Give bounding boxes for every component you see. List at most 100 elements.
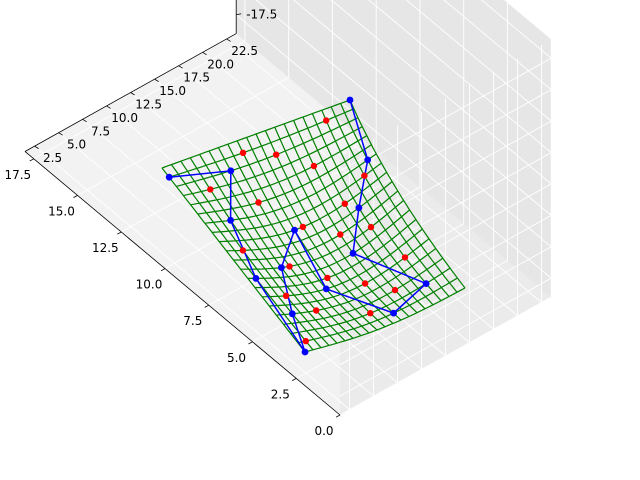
y-tick-mark [34, 145, 39, 149]
x-tick-mark [117, 231, 122, 235]
z-tick-label: -17.5 [246, 8, 277, 22]
x-tick-label: 0.0 [314, 424, 333, 438]
blue-marker [355, 204, 363, 212]
y-tick-label: 22.5 [231, 44, 258, 58]
surface-gridline [304, 287, 466, 353]
x-tick-label: 2.5 [271, 387, 290, 401]
surface-gridline [246, 137, 378, 331]
right-pane [236, 0, 552, 298]
blue-marker [301, 348, 309, 356]
x-gridline [77, 0, 290, 196]
red-scatter-point [361, 172, 368, 179]
y-tick-labels: 2.5 5.0 7.510.012.515.017.520.022.5 [34, 38, 258, 165]
blue-marker [288, 310, 296, 318]
surface-gridline [254, 219, 417, 289]
blue-marker [278, 264, 285, 271]
y-tick-mark [154, 78, 159, 82]
surface-gridline [180, 160, 322, 349]
z-gridline [339, 0, 552, 240]
surface-gridline [247, 209, 410, 279]
z-tick-labels: -17.5-15.0-12.5-10.0-7.5-5.0-2.50.0 [236, 8, 277, 22]
red-scatter-point [239, 149, 247, 156]
blue-marker [364, 156, 372, 164]
x-tick-labels: 0.0 2.5 5.0 7.5 10.0 12.5 15.0 17.5 [4, 158, 341, 438]
y-tick-mark [178, 65, 183, 69]
blue-marker [291, 226, 298, 234]
surface-gridline [233, 190, 399, 261]
x-tick-label: 15.0 [48, 204, 75, 218]
y-tick-label: 20.0 [207, 57, 234, 71]
y-tick-label: 2.5 [43, 151, 62, 165]
red-scatter-point [391, 286, 399, 294]
x-tick-label: 17.5 [4, 168, 31, 182]
z-gridline [235, 14, 552, 397]
y-gridline [34, 145, 351, 411]
y-tick-label: 10.0 [111, 111, 138, 125]
red-scatter-point [299, 223, 307, 231]
x-gridline [164, 0, 377, 269]
red-scatter-point [401, 254, 409, 261]
y-tick-label: 5.0 [67, 138, 86, 152]
surface-gridline [161, 167, 306, 353]
x-tick-mark [335, 414, 341, 418]
red-scatter-series [207, 117, 409, 345]
x-tick-mark [248, 341, 253, 345]
y-gridline [106, 105, 423, 371]
surface-gridline [227, 143, 362, 337]
blue-marker [349, 249, 357, 257]
blue-marker [346, 96, 354, 104]
blue-marker [390, 309, 397, 317]
surface-gridline [297, 277, 458, 344]
surface-gridline [217, 147, 354, 339]
blue-marker [227, 167, 235, 175]
z-tick-mark [236, 13, 242, 16]
y-tick-mark [226, 38, 231, 42]
red-scatter-point [273, 151, 280, 158]
red-scatter-point [255, 199, 262, 206]
red-scatter-point [282, 292, 290, 299]
blue-marker [422, 280, 430, 287]
x-tick-mark [292, 378, 297, 381]
blue-marker [322, 285, 330, 293]
red-scatter-point [323, 117, 330, 124]
x-tick-mark [160, 268, 166, 272]
surface-gridline [240, 199, 404, 270]
y-tick-mark [58, 132, 63, 136]
z-gridline [330, 0, 552, 303]
x-gridline [296, 2, 508, 379]
red-scatter-point [337, 231, 344, 238]
red-scatter-point [310, 162, 318, 170]
red-scatter-point [239, 247, 247, 254]
x-gridline [252, 0, 465, 343]
y-tick-label: 12.5 [135, 98, 162, 112]
y-tick-label: 7.5 [91, 124, 110, 138]
y-tick-label: 17.5 [183, 71, 210, 85]
surface-gridline [276, 248, 437, 316]
x-tick-mark [73, 195, 78, 198]
surface-gridline [170, 164, 314, 351]
x-tick-label: 10.0 [136, 278, 163, 292]
surface-wireframe [161, 99, 466, 353]
x-gridline [33, 0, 246, 160]
y-gridline [178, 65, 495, 331]
red-scatter-point [207, 186, 214, 193]
z-gridline [255, 0, 552, 366]
red-scatter-point [324, 274, 331, 282]
red-scatter-point [361, 280, 369, 287]
surface-gridline [283, 257, 444, 325]
x-tick-label: 5.0 [227, 351, 246, 365]
blue-marker [165, 173, 173, 181]
x-tick-mark [204, 304, 209, 308]
surface-gridline [199, 154, 338, 344]
y-tick-mark [106, 105, 111, 109]
red-scatter-point [367, 310, 374, 317]
blue-marker-series [165, 96, 430, 356]
blue-marker [252, 275, 260, 282]
surface-gridline [269, 238, 430, 307]
red-scatter-point [302, 337, 309, 345]
y-tick-label: 15.0 [159, 84, 186, 98]
red-scatter-point [313, 307, 320, 314]
blue-marker [227, 216, 235, 224]
x-tick-label: 12.5 [92, 241, 119, 255]
